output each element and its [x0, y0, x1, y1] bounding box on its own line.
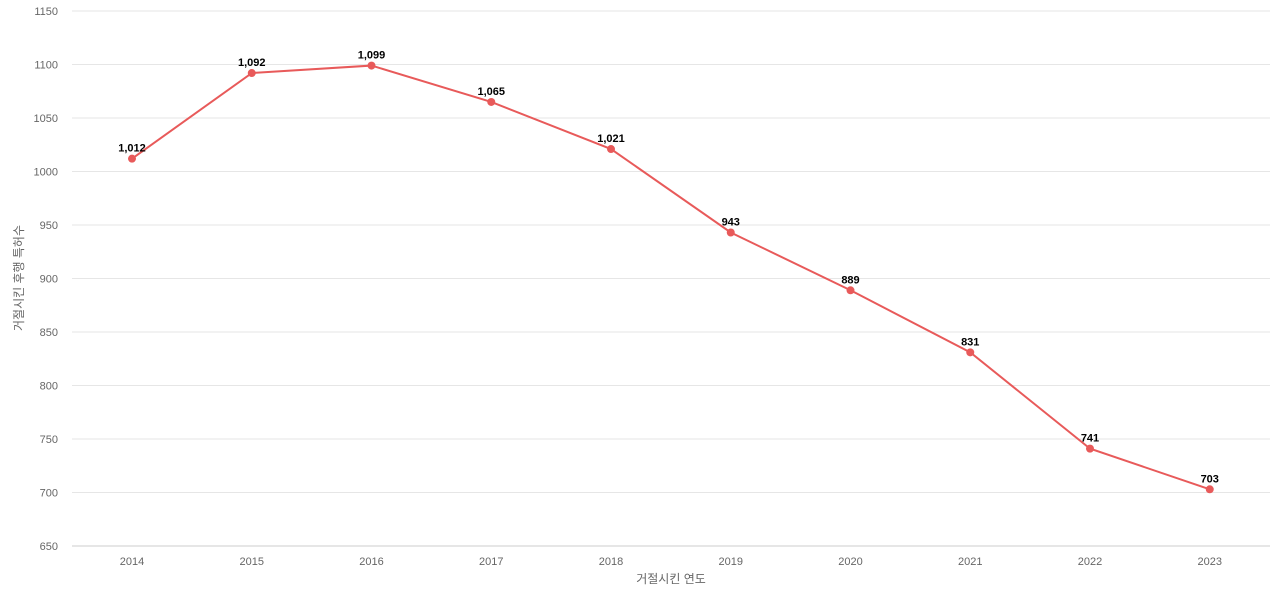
data-label: 703 — [1201, 473, 1219, 485]
x-tick-label: 2020 — [838, 556, 862, 568]
y-tick-label: 950 — [40, 220, 58, 232]
x-tick-label: 2021 — [958, 556, 982, 568]
data-point — [846, 286, 855, 295]
data-label: 1,099 — [358, 50, 386, 62]
data-point — [966, 348, 975, 357]
data-label: 1,065 — [477, 86, 505, 98]
x-tick-label: 2019 — [719, 556, 743, 568]
y-tick-label: 1050 — [34, 113, 58, 125]
data-label: 1,012 — [118, 143, 146, 155]
data-label: 1,021 — [597, 133, 625, 145]
grid-lines — [72, 10, 1270, 493]
data-point — [487, 97, 496, 106]
data-point — [1205, 485, 1214, 494]
y-axis-title: 거절시킨 후행 특허수 — [11, 225, 26, 331]
y-tick-label: 900 — [40, 274, 58, 286]
data-label: 889 — [841, 274, 859, 286]
x-tick-label: 2018 — [599, 556, 623, 568]
x-tick-label: 2023 — [1198, 556, 1222, 568]
axes: 650 700 750 800 850 900 950 1000 1050 1100 1150 201… — [34, 6, 1270, 568]
y-tick-label: 800 — [40, 381, 58, 393]
x-axis-title: 거절시킨 연도 — [636, 572, 706, 586]
series-layer — [128, 61, 1214, 494]
data-label: 741 — [1081, 433, 1099, 445]
y-tick-label: 700 — [40, 488, 58, 500]
y-tick-label: 1100 — [34, 60, 58, 72]
y-tick-label: 650 — [40, 541, 58, 553]
series-line — [131, 64, 1211, 491]
y-tick-label: 750 — [40, 434, 58, 446]
y-tick-label: 850 — [40, 327, 58, 339]
data-labels: 1,012 1,092 1,099 1,065 1,021 943 889 831 741 703 — [118, 50, 1219, 486]
data-point — [607, 145, 615, 154]
data-point — [247, 69, 256, 78]
data-label: 943 — [722, 216, 740, 228]
x-tick-label: 2014 — [120, 556, 144, 568]
y-tick-label: 1000 — [34, 167, 58, 179]
data-label: 1,092 — [238, 57, 266, 69]
data-point — [367, 61, 376, 70]
data-point — [1086, 444, 1094, 453]
x-tick-label: 2017 — [479, 556, 503, 568]
y-tick-label: 1150 — [34, 6, 58, 18]
x-tick-label: 2022 — [1078, 556, 1102, 568]
data-label: 831 — [961, 336, 979, 348]
x-tick-label: 2015 — [240, 556, 264, 568]
data-point — [726, 228, 735, 237]
x-tick-label: 2016 — [359, 556, 383, 568]
data-point — [128, 154, 136, 163]
